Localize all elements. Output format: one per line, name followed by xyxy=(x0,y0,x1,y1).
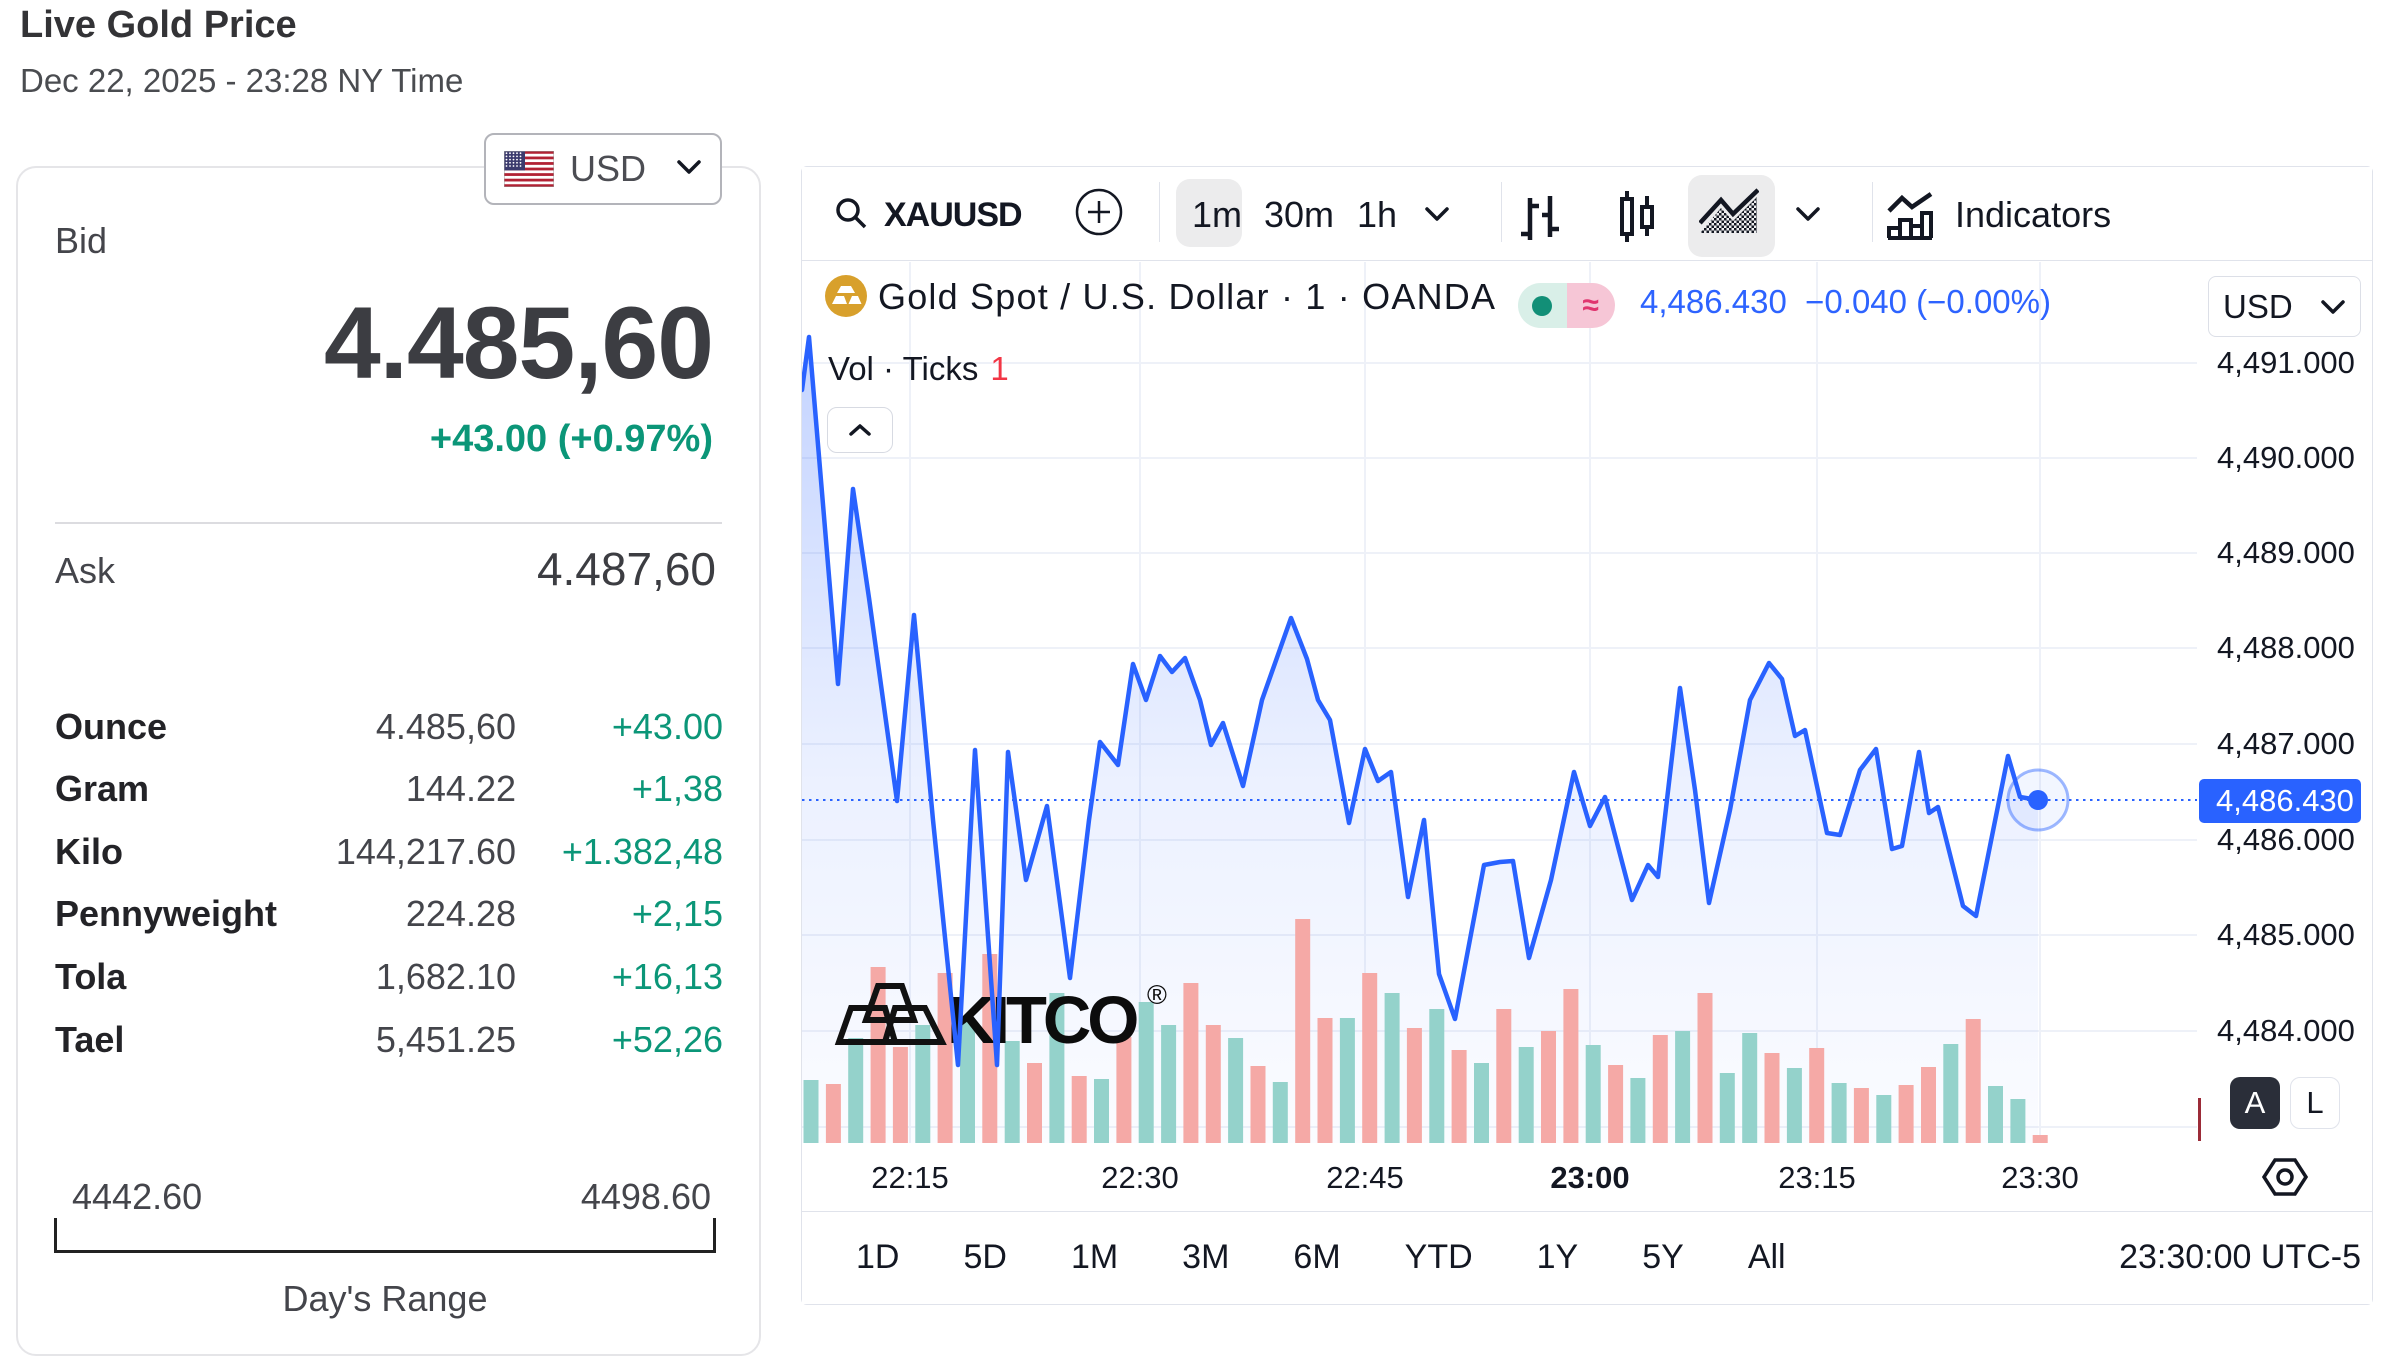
svg-text:®: ® xyxy=(1147,980,1167,1010)
svg-text:KITCO: KITCO xyxy=(947,983,1137,1058)
